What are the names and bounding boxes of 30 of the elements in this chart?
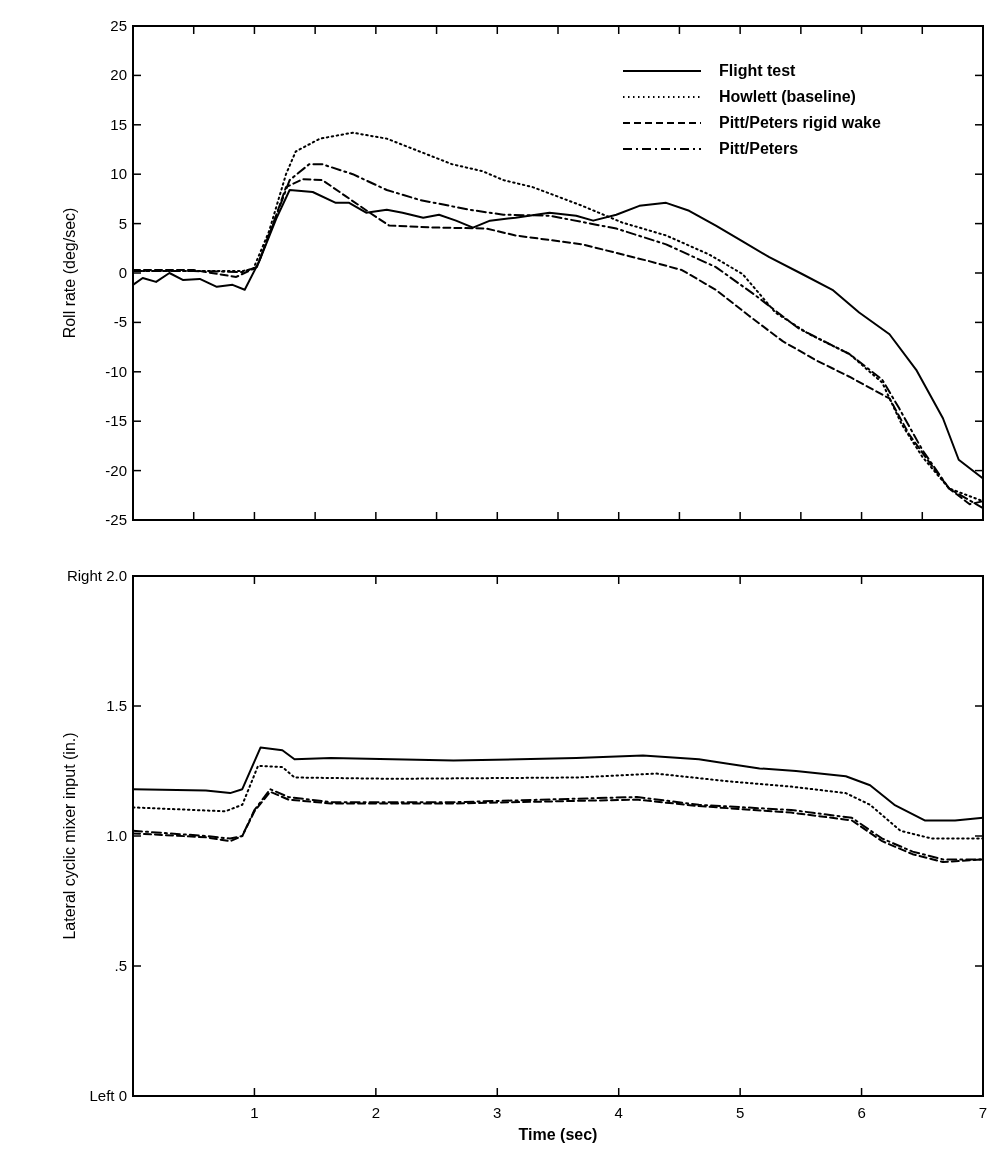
y-tick-label: -10	[105, 362, 127, 380]
y-tick-label: 1.0	[106, 827, 127, 844]
y-tick-label: -25	[105, 511, 127, 528]
y-tick-label: 0	[118, 264, 127, 281]
y-tick-label: .5	[114, 957, 127, 974]
y-tick-label: Left 0	[89, 1087, 127, 1104]
x-tick-label: 5	[735, 1104, 745, 1121]
y-axis-title: Lateral cyclic mixer input (in.)	[61, 732, 78, 940]
legend-label: Howlett (baseline)	[719, 88, 856, 105]
x-tick-label: 3	[493, 1104, 502, 1121]
x-tick-label: 7	[978, 1104, 987, 1121]
y-tick-label: 5	[118, 214, 127, 232]
y-tick-label: 25	[110, 17, 127, 34]
x-tick-label: 4	[614, 1104, 623, 1121]
y-tick-label: -15	[105, 412, 127, 430]
y-tick-label: 15	[110, 115, 127, 133]
legend-label: Pitt/Peters	[719, 140, 799, 157]
legend-label: Pitt/Peters rigid wake	[719, 114, 881, 131]
legend-label: Flight test	[719, 62, 797, 79]
y-tick-label: 10	[110, 165, 127, 183]
x-axis-title: Time (sec)	[518, 1126, 598, 1143]
y-tick-label: Right 2.0	[66, 567, 127, 584]
x-tick-label: 6	[857, 1104, 866, 1121]
x-tick-label: 1	[250, 1104, 259, 1121]
x-tick-label: 2	[371, 1104, 381, 1121]
y-axis-title: Roll rate (deg/sec)	[61, 207, 78, 339]
y-tick-label: -20	[105, 461, 127, 479]
y-tick-label: 20	[110, 66, 127, 84]
y-tick-label: 1.5	[106, 697, 127, 714]
y-tick-label: -5	[113, 313, 127, 331]
